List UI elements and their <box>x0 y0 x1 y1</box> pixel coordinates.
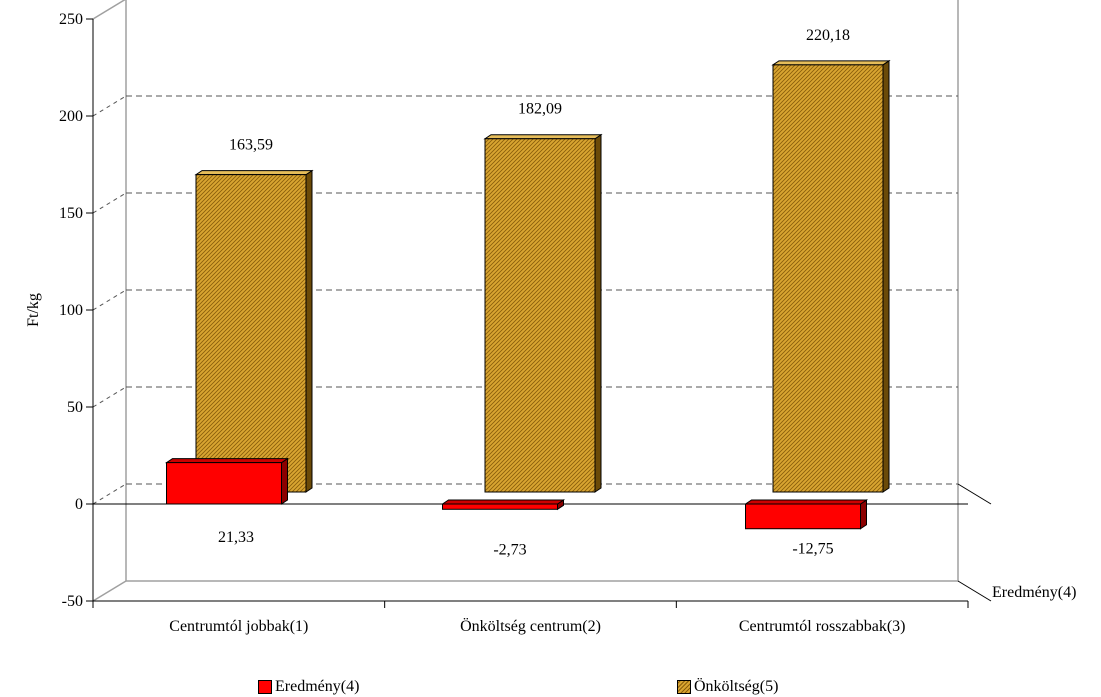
bar-top <box>771 60 891 66</box>
bar-side <box>860 499 867 530</box>
data-label-onkoltseg: 163,59 <box>229 137 273 154</box>
x-tick-label: Centrumtól jobbak(1) <box>169 618 308 635</box>
data-label-onkoltseg: 220,18 <box>806 27 850 44</box>
legend-label-onkoltseg: Önköltség(5) <box>694 678 779 695</box>
y-tick-label: 250 <box>59 11 83 28</box>
legend-label-eredmeny: Eredmény(4) <box>275 678 360 695</box>
bar-front <box>745 503 861 530</box>
y-tick-label: 200 <box>59 108 83 125</box>
y-tick-label: 150 <box>59 205 83 222</box>
x-tick-label: Önköltség centrum(2) <box>460 617 601 635</box>
bar-top <box>164 458 290 464</box>
y-tick-label: -50 <box>62 593 83 610</box>
gridline-connector <box>92 483 127 505</box>
bar-onkoltseg <box>771 59 891 493</box>
gridline-connector <box>92 386 127 408</box>
bar-top <box>194 170 314 176</box>
bar-front <box>772 64 884 493</box>
bar-top <box>483 134 603 140</box>
bar-top <box>440 499 566 505</box>
bar-top <box>743 499 869 505</box>
data-labels: 163,59 21,33 182,09 -2,73 220,18 -12,75 <box>218 27 850 558</box>
frame-edge-top <box>92 0 126 20</box>
bar-eredmeny <box>743 499 869 530</box>
data-label-eredmeny: -2,73 <box>493 541 526 558</box>
legend-item-eredmeny: Eredmény(4) <box>258 678 359 696</box>
bar-onkoltseg <box>194 169 314 493</box>
bar-eredmeny <box>440 499 566 511</box>
gridline-connector <box>92 95 127 117</box>
x-tick-label: Centrumtól rosszabbak(3) <box>739 618 906 635</box>
gridline-connector <box>92 192 127 214</box>
bar-front <box>442 503 558 510</box>
depth-axis-label: Eredmény(4) <box>992 584 1076 601</box>
legend-swatch-onkoltseg <box>677 680 691 694</box>
bar-front <box>166 462 282 505</box>
y-tick-label: 50 <box>67 399 83 416</box>
bar-front <box>195 174 307 493</box>
data-label-eredmeny: 21,33 <box>218 529 254 546</box>
legend-item-onkoltseg: Önköltség(5) <box>677 678 778 696</box>
bar-eredmeny <box>164 457 290 505</box>
frame-edge-right <box>957 580 992 602</box>
legend-swatch-eredmeny <box>258 680 272 694</box>
y-tick-label: 0 <box>75 496 83 513</box>
bars <box>164 59 891 530</box>
bar-side <box>281 457 288 505</box>
y-axis-label: Ft/kg <box>25 293 42 327</box>
bar-side <box>305 169 313 493</box>
zero-line-side <box>957 483 992 505</box>
bar-onkoltseg <box>483 133 603 493</box>
frame-edge-bottom <box>92 580 127 602</box>
data-label-eredmeny: -12,75 <box>792 541 833 558</box>
bar-side <box>594 133 602 493</box>
gridline-connector <box>92 289 127 311</box>
bar-side <box>882 59 890 493</box>
y-tick-label: 100 <box>59 302 83 319</box>
bar-front <box>484 138 596 493</box>
data-label-onkoltseg: 182,09 <box>518 101 562 118</box>
